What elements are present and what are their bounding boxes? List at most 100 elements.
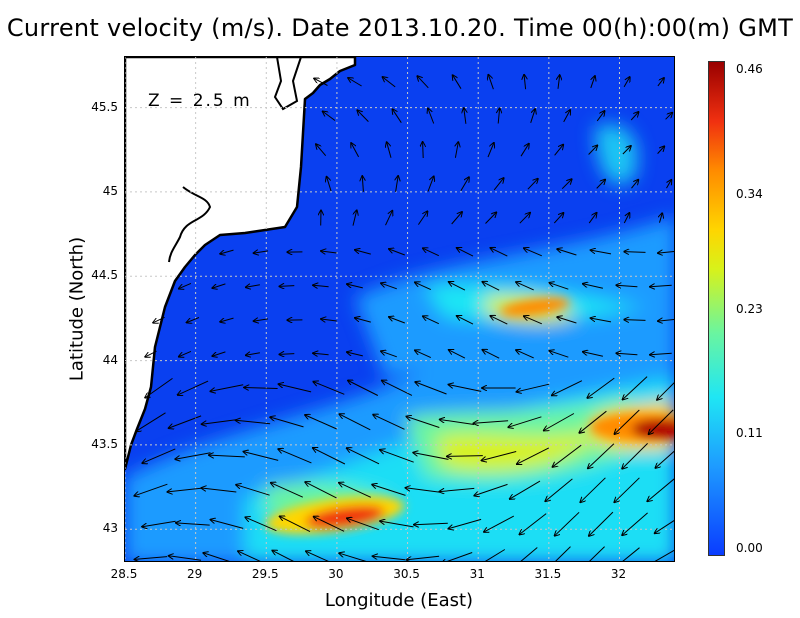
velocity-arrow: [209, 455, 245, 457]
velocity-arrow: [178, 380, 209, 395]
velocity-arrow: [323, 112, 336, 121]
velocity-arrow: [658, 251, 674, 253]
velocity-arrow: [464, 108, 466, 124]
colorbar-tick-label: 0.11: [736, 426, 763, 441]
y-tick-label: 43: [102, 521, 118, 536]
velocity-arrow: [657, 382, 674, 400]
velocity-arrow: [313, 285, 329, 287]
velocity-arrow: [553, 213, 563, 224]
velocity-arrow: [591, 250, 612, 255]
velocity-arrow: [168, 487, 203, 492]
velocity-arrow: [423, 316, 440, 325]
velocity-arrow: [355, 250, 371, 255]
velocity-arrow: [145, 377, 173, 397]
velocity-arrow: [145, 350, 157, 357]
colorbar-tick-label: 0.34: [736, 186, 763, 201]
velocity-arrow: [423, 142, 424, 159]
velocity-arrow: [270, 417, 304, 428]
velocity-arrow: [519, 213, 530, 224]
velocity-arrow: [656, 450, 674, 468]
velocity-arrow: [382, 381, 413, 396]
velocity-arrow: [246, 353, 260, 356]
velocity-arrow: [650, 285, 672, 287]
velocity-arrow: [589, 546, 605, 561]
velocity-arrow: [372, 485, 406, 496]
velocity-arrow: [236, 420, 271, 425]
land-coastline: [125, 57, 357, 471]
velocity-arrow: [306, 551, 329, 561]
velocity-arrow: [272, 551, 294, 561]
x-tick-label: 31.5: [534, 567, 562, 581]
velocity-arrow: [314, 517, 345, 532]
velocity-arrow: [579, 410, 607, 433]
velocity-arrow: [339, 483, 372, 498]
velocity-arrow: [545, 478, 573, 501]
velocity-arrow: [279, 384, 312, 393]
velocity-arrow: [179, 282, 192, 288]
velocity-arrow: [485, 213, 497, 224]
velocity-arrow: [279, 286, 295, 287]
velocity-arrow: [179, 350, 192, 356]
velocity-arrow: [245, 517, 277, 532]
danube-delta: [168, 186, 212, 263]
velocity-arrow: [474, 483, 508, 495]
velocity-arrow: [280, 516, 311, 533]
velocity-arrow: [558, 75, 560, 89]
velocity-arrow: [220, 249, 234, 254]
x-tick-label: 31: [469, 567, 485, 581]
velocity-arrow: [657, 78, 664, 87]
colorbar-tick-label: 0.46: [736, 62, 763, 76]
velocity-arrow: [553, 444, 582, 467]
velocity-arrow: [135, 557, 168, 560]
velocity-arrow: [460, 177, 469, 191]
velocity-map: [125, 57, 674, 561]
velocity-arrow: [527, 179, 538, 190]
velocity-arrow: [550, 351, 569, 358]
velocity-arrow: [347, 448, 380, 465]
velocity-arrow: [453, 75, 462, 89]
velocity-arrow: [212, 283, 226, 288]
velocity-arrow: [380, 450, 414, 463]
velocity-arrow: [583, 352, 604, 357]
velocity-arrow: [339, 553, 367, 561]
velocity-arrow: [142, 448, 176, 463]
velocity-arrow: [348, 381, 379, 396]
velocity-arrow: [142, 520, 176, 526]
velocity-arrow: [491, 248, 508, 257]
velocity-arrow: [417, 76, 429, 89]
velocity-arrow: [427, 177, 434, 192]
velocity-arrow: [271, 483, 304, 498]
velocity-arrow: [561, 179, 571, 190]
velocity-arrow: [440, 420, 475, 425]
velocity-arrow: [487, 143, 494, 158]
velocity-arrow: [457, 248, 474, 257]
coast-inlet: [273, 57, 302, 111]
velocity-arrow: [474, 421, 509, 424]
velocity-arrow: [508, 416, 542, 427]
velocity-arrow: [520, 144, 529, 157]
velocity-arrow: [520, 513, 547, 535]
velocity-arrow: [383, 77, 396, 88]
velocity-arrow: [657, 146, 665, 154]
velocity-arrow: [615, 409, 640, 434]
velocity-arrow: [305, 482, 337, 499]
velocity-arrow: [187, 317, 200, 323]
velocity-arrow: [623, 77, 630, 88]
velocity-arrow: [442, 552, 473, 561]
velocity-arrow: [555, 511, 580, 535]
velocity-arrow: [212, 351, 226, 356]
velocity-arrow: [665, 113, 673, 120]
velocity-arrow: [623, 213, 629, 224]
velocity-arrow: [449, 385, 482, 392]
velocity-arrow: [483, 350, 500, 359]
y-tick-label: 43.5: [91, 436, 118, 451]
x-tick-label: 32: [610, 567, 627, 581]
velocity-arrow: [517, 447, 550, 464]
velocity-arrow: [373, 556, 406, 561]
velocity-arrow: [414, 523, 448, 524]
velocity-arrow: [362, 176, 363, 192]
velocity-arrow: [449, 350, 466, 359]
colorbar: [708, 61, 725, 556]
x-tick-label: 30.5: [393, 567, 420, 581]
velocity-arrow: [348, 78, 362, 87]
